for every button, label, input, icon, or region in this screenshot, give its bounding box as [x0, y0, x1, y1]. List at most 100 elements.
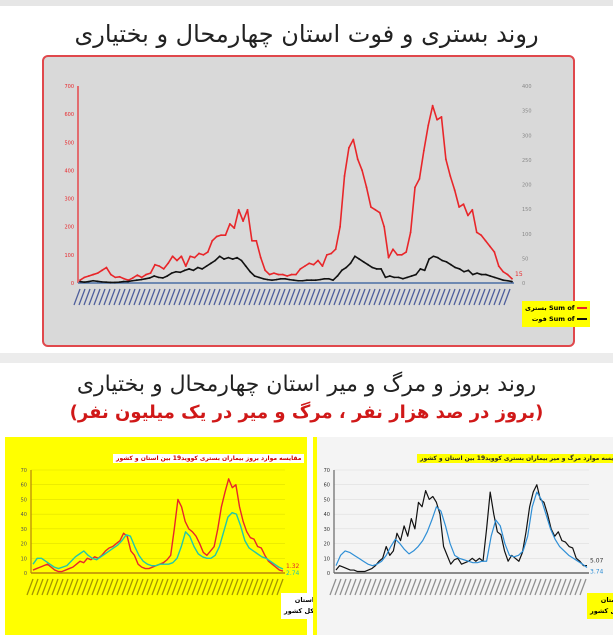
- data-point: [275, 278, 278, 281]
- x-category-label: [126, 578, 134, 596]
- x-category-label: [503, 288, 511, 306]
- data-point: [506, 273, 509, 276]
- data-point: [414, 186, 416, 189]
- data-point: [415, 273, 417, 276]
- x-category-label: [459, 578, 467, 596]
- data-point: [374, 208, 377, 211]
- x-category-label: [354, 578, 362, 596]
- x-category-label: [211, 578, 219, 596]
- x-category-label: [31, 578, 39, 596]
- data-point: [153, 275, 156, 277]
- data-point: [202, 253, 205, 256]
- data-point: [312, 263, 315, 266]
- x-category-label: [454, 578, 462, 596]
- data-point: [458, 206, 461, 208]
- x-category-label: [288, 288, 296, 306]
- x-category-label: [118, 288, 126, 306]
- data-point: [192, 269, 195, 272]
- x-category-label: [333, 288, 341, 306]
- x-category-label: [374, 578, 382, 596]
- x-category-label: [163, 288, 171, 306]
- data-point: [105, 281, 108, 284]
- x-category-label: [469, 578, 477, 596]
- data-point: [127, 280, 129, 283]
- x-category-label: [258, 288, 266, 306]
- y2-tick-label: 0: [522, 281, 525, 287]
- top-bar: [0, 0, 613, 6]
- data-point: [188, 268, 190, 270]
- data-point: [388, 275, 391, 277]
- data-point: [418, 177, 421, 180]
- data-point: [419, 268, 422, 270]
- data-point: [475, 231, 478, 234]
- data-point: [314, 279, 317, 282]
- x-category-label: [271, 578, 279, 596]
- data-point: [154, 263, 156, 266]
- x-category-label: [111, 578, 119, 596]
- data-point: [454, 266, 457, 269]
- x-category-label: [113, 288, 121, 306]
- data-point: [502, 270, 505, 273]
- x-category-label: [348, 288, 356, 306]
- data-point: [189, 255, 192, 258]
- incidence-comparison-chart: 0 10 20 30 40 50 60 70 1.32 2.74 مقایسه موارد برو…: [5, 437, 330, 635]
- data-point: [96, 272, 99, 275]
- x-category-label: [519, 578, 527, 596]
- x-category-label: [529, 578, 537, 596]
- x-category-label: [216, 578, 224, 596]
- data-point: [255, 239, 258, 242]
- x-category-label: [88, 288, 96, 306]
- data-point: [467, 269, 470, 272]
- y-tick-label: 600: [64, 112, 74, 118]
- x-category-label: [268, 288, 276, 306]
- x-category-label: [414, 578, 422, 596]
- x-category-label: [233, 288, 241, 306]
- data-point: [336, 275, 339, 277]
- data-point: [502, 279, 505, 282]
- x-category-label: [213, 288, 221, 306]
- data-point: [96, 280, 99, 283]
- x-category-label: [231, 578, 239, 596]
- data-point: [92, 279, 94, 282]
- data-point: [79, 280, 81, 283]
- data-point: [206, 251, 209, 253]
- data-point: [273, 272, 275, 275]
- x-category-label: [201, 578, 209, 596]
- y2-tick-label: 200: [522, 183, 532, 189]
- data-point: [436, 118, 438, 121]
- x-category-label: [343, 288, 351, 306]
- data-point: [356, 158, 359, 161]
- data-point: [371, 266, 374, 269]
- x-category-label: [444, 578, 452, 596]
- x-category-label: [353, 288, 361, 306]
- y-tick-label: 0: [24, 571, 27, 577]
- x-category-label: [524, 578, 532, 596]
- chart-title: مقایسه موارد مرگ و میر بیماران بستری کوو…: [417, 454, 613, 463]
- x-category-label: [419, 578, 427, 596]
- x-category-label: [504, 578, 512, 596]
- x-category-label: [36, 578, 44, 596]
- data-point: [332, 279, 334, 282]
- x-category-label: [544, 578, 552, 596]
- data-point: [118, 275, 121, 278]
- x-category-label: [116, 578, 124, 596]
- x-category-label: [148, 288, 156, 306]
- data-point: [506, 279, 509, 282]
- data-point: [259, 256, 262, 259]
- x-category-label: [298, 288, 306, 306]
- x-category-label: [181, 578, 189, 596]
- data-point: [458, 268, 461, 270]
- data-point: [471, 208, 474, 211]
- data-point: [83, 276, 86, 279]
- x-category-label: [26, 578, 34, 596]
- x-category-label: [178, 288, 186, 306]
- y-tick-label: 60: [21, 483, 27, 489]
- x-category-label: [91, 578, 99, 596]
- data-point: [253, 275, 256, 277]
- x-category-label: [166, 578, 174, 596]
- data-point: [498, 277, 500, 280]
- x-category-label: [443, 288, 451, 306]
- data-point: [428, 258, 430, 260]
- x-category-label: [424, 578, 432, 596]
- x-category-label: [494, 578, 502, 596]
